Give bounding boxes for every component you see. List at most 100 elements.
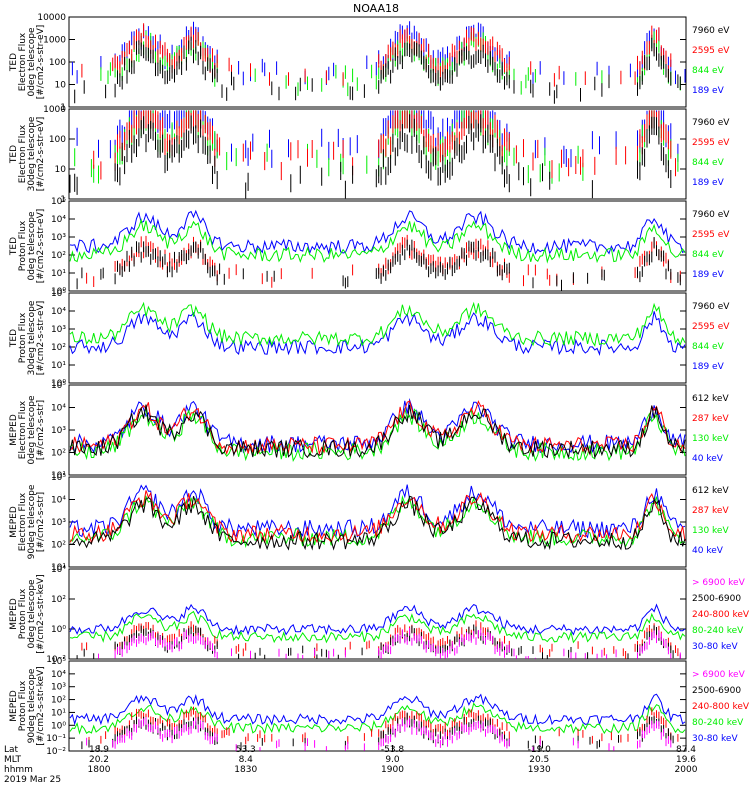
legend-entry: 189 eV [692, 270, 725, 280]
x-row-label-mlt: MLT [4, 755, 22, 765]
legend-entry: 2595 eV [692, 46, 730, 56]
y-tick-label: 10¹ [51, 563, 66, 573]
x-tick-label-hhmm: 1930 [528, 765, 551, 775]
panel-frame [68, 292, 687, 384]
y-tick-label: 10 [55, 81, 67, 91]
y-tick-label: 10² [51, 343, 66, 353]
legend-entry: 130 keV [692, 434, 729, 444]
x-date-label: 2019 Mar 25 [4, 775, 61, 785]
y-tick-label: 10⁰ [51, 287, 66, 297]
panel-1: 1 10 100 1000 10000 TEDElectron Flux0deg tele… [9, 13, 730, 113]
y-tick-label: 10² [51, 696, 66, 706]
x-tick-label-hhmm: 1830 [234, 765, 257, 775]
x-tick-label-mlt: 8.4 [239, 755, 254, 765]
legend-entry: 189 eV [692, 362, 725, 372]
panel-ylabel: TEDProton Flux30deg telescope[#/cm2-s-st… [9, 300, 46, 375]
panel-frame [68, 16, 687, 108]
legend-entry: 844 eV [692, 66, 725, 76]
y-tick-label: 10⁵ [51, 381, 66, 391]
panel-ylabel: TEDElectron Flux30deg telescope[#/cm2-s-… [9, 116, 46, 191]
y-tick-label: 10⁴ [51, 307, 66, 317]
series-trace [98, 627, 681, 659]
panel-ylabel: TEDElectron Flux0deg telescope[#/cm2-s-s… [9, 25, 46, 100]
legend-entry: 40 keV [692, 454, 724, 464]
legend-entry: 2595 eV [692, 138, 730, 148]
y-tick-label: 10⁵ [51, 657, 66, 667]
y-tick-label: 10⁻² [46, 747, 66, 757]
series-trace [69, 495, 686, 551]
panel-8: 10⁻² 10⁻¹ 10⁰ 10¹ 10² 10³ 10⁴ 10⁵ MEPEDProton Fl… [9, 657, 750, 757]
legend-entry: 30-80 keV [692, 734, 738, 744]
y-tick-label: 10⁻² [46, 655, 66, 665]
y-tick-label: 10⁵ [51, 289, 66, 299]
y-tick-label: 10¹ [51, 361, 66, 371]
y-tick-label: 10² [51, 541, 66, 551]
y-tick-label: 10⁰ [51, 379, 66, 389]
panel-group: 1 10 100 1000 10000 TEDElectron Flux0deg tele… [9, 13, 750, 757]
y-tick-label: 10⁵ [51, 197, 66, 207]
legend-entry: 7960 eV [692, 302, 730, 312]
x-tick-label-lat: 18.9 [89, 745, 109, 755]
y-tick-label: 1 [60, 195, 66, 205]
y-tick-label: 10¹ [51, 269, 66, 279]
series-trace [69, 490, 686, 544]
x-tick-label-mlt: 20.2 [89, 755, 109, 765]
y-tick-label: 10¹ [51, 708, 66, 718]
legend-entry: 7960 eV [692, 118, 730, 128]
legend-entry: 80-240 keV [692, 718, 744, 728]
panel-frame [68, 200, 687, 292]
x-tick-label-mlt: 20.5 [529, 755, 549, 765]
y-tick-label: 10⁰ [51, 625, 66, 635]
y-tick-label: 10⁴ [51, 670, 66, 680]
panel-frame [68, 660, 687, 752]
panel-ylabel: MEPEDProton Flux90deg telescope[#/cm2-s-… [9, 666, 46, 745]
series-trace [81, 712, 674, 750]
legend-entry: 2500-6900 [692, 686, 741, 696]
legend-entry: 130 keV [692, 526, 729, 536]
panel-ylabel: MEPEDElectron Flux90deg telescope[#/cm2-… [9, 484, 46, 559]
panel-7: 10⁻² 10⁰ 10² 10⁴ MEPEDProton Flux0deg telesc… [9, 565, 750, 665]
x-tick-label-lat: -53.8 [381, 745, 405, 755]
legend-entry: 189 eV [692, 178, 725, 188]
legend-entry: 7960 eV [692, 210, 730, 220]
series-trace [69, 603, 686, 636]
x-tick-label-hhmm: 1900 [381, 765, 404, 775]
y-tick-label: 1000 [43, 105, 66, 115]
legend-entry: 287 keV [692, 414, 729, 424]
y-tick-label: 10³ [51, 233, 66, 243]
x-tick-label-lat: 53.3 [236, 745, 256, 755]
panel-ylabel: MEPEDElectron Flux0deg telescope[#/cm2-s… [9, 395, 46, 465]
panel-3: 10⁰ 10¹ 10² 10³ 10⁴ 10⁵ TEDProton Flux0deg tel… [9, 197, 730, 297]
y-tick-label: 10⁴ [51, 496, 66, 506]
y-tick-label: 10² [51, 595, 66, 605]
legend-entry: 612 keV [692, 486, 729, 496]
y-tick-label: 10⁵ [51, 473, 66, 483]
x-row-label-hhmm: hhmm [4, 765, 33, 775]
legend-entry: 240-800 keV [692, 702, 750, 712]
legend-entry: 844 eV [692, 342, 725, 352]
chart-title: NOAA18 [353, 2, 399, 15]
legend-entry: 30-80 keV [692, 642, 738, 652]
y-tick-label: 100 [49, 135, 66, 145]
y-tick-label: 10³ [51, 325, 66, 335]
y-tick-label: 10⁰ [51, 721, 66, 731]
panel-5: 10¹ 10² 10³ 10⁴ 10⁵ MEPEDElectron Flux0deg te… [9, 381, 729, 481]
legend-entry: 2500-6900 [692, 594, 741, 604]
panel-4: 10⁰ 10¹ 10² 10³ 10⁴ 10⁵ TEDProton Flux30deg te… [9, 289, 730, 389]
legend-entry: 287 keV [692, 506, 729, 516]
panel-ylabel: TEDProton Flux0deg telescope[#/cm2-s-str… [9, 209, 46, 284]
legend-entry: 189 eV [692, 86, 725, 96]
series-trace [69, 301, 686, 347]
legend-entry: 844 eV [692, 250, 725, 260]
x-row-label-lat: Lat [4, 745, 19, 755]
y-tick-label: 100 [49, 58, 66, 68]
legend-entry: 2595 eV [692, 230, 730, 240]
series-trace [69, 311, 686, 356]
x-tick-label-mlt: 19.6 [676, 755, 696, 765]
legend-entry: 40 keV [692, 546, 724, 556]
y-tick-label: 10³ [51, 426, 66, 436]
legend-entry: 612 keV [692, 394, 729, 404]
